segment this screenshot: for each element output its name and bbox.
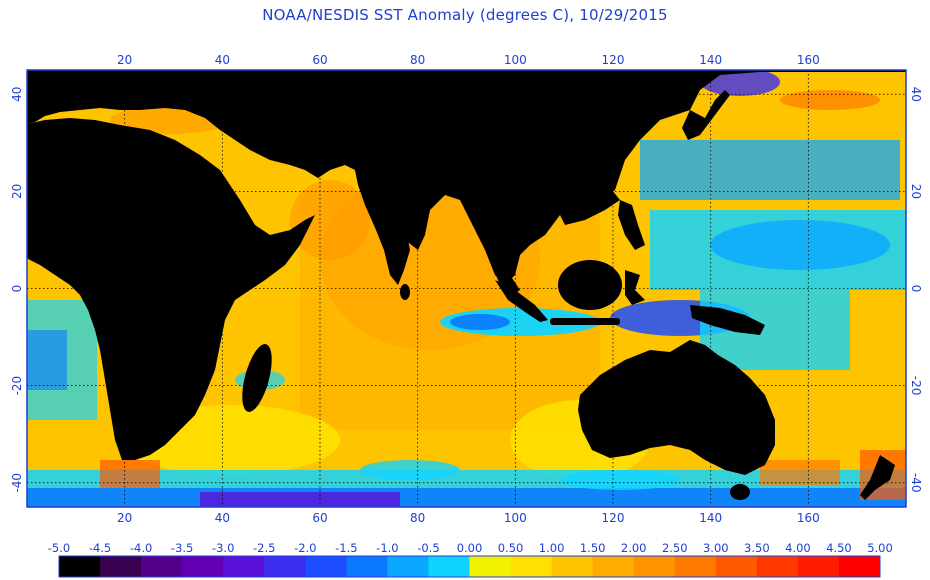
colorbar-label: -3.5: [171, 541, 193, 555]
lon-tick-label-bottom: 20: [117, 511, 132, 525]
colorbar-label: 0.00: [457, 541, 483, 555]
australia-land: [578, 340, 775, 475]
lon-tick-label-bottom: 120: [602, 511, 625, 525]
colorbar-swatch: [223, 556, 265, 577]
colorbar-label: 5.00: [867, 541, 893, 555]
india-land: [355, 170, 410, 285]
lon-tick-label-bottom: 60: [312, 511, 327, 525]
colorbar-swatch: [674, 556, 717, 577]
colorbar-frame: [58, 555, 881, 578]
indochina-land: [460, 195, 520, 295]
colorbar-label: 2.50: [662, 541, 688, 555]
colorbar-swatch: [756, 556, 799, 577]
madagascar-land: [242, 344, 272, 412]
colorbar-labels: -5.0 -4.5 -4.0 -3.5 -3.0 -2.5 -2.0 -1.5 -1.0 -0.5…: [48, 541, 893, 555]
lat-tick-label-left: 0: [10, 285, 24, 293]
colorbar-label: -5.0: [48, 541, 70, 555]
colorbar-label: 3.00: [703, 541, 729, 555]
lon-tick-label-top: 140: [699, 53, 722, 67]
colorbar: [58, 555, 881, 578]
colorbar-swatch: [182, 556, 224, 577]
lat-tick-label-right: -20: [909, 376, 923, 396]
lon-tick-label-top: 40: [215, 53, 230, 67]
lat-tick-label-right: 20: [909, 184, 923, 199]
sumatra-land: [495, 280, 548, 322]
lon-tick-label-top: 80: [410, 53, 425, 67]
colorbar-label: -1.5: [335, 541, 357, 555]
colorbar-swatch: [838, 556, 881, 577]
colorbar-swatch: [387, 556, 429, 577]
colorbar-label: 4.50: [826, 541, 852, 555]
lon-tick-label-top: 120: [602, 53, 625, 67]
colorbar-swatch: [633, 556, 676, 577]
colorbar-swatch: [100, 556, 142, 577]
philippines-land: [618, 200, 645, 250]
lon-tick-label-bottom: 40: [215, 511, 230, 525]
lon-tick-label-top: 20: [117, 53, 132, 67]
colorbar-swatch: [428, 556, 470, 577]
colorbar-label: -0.5: [417, 541, 439, 555]
colorbar-label: -2.0: [294, 541, 316, 555]
sri-lanka-land: [400, 284, 410, 300]
sulawesi-land: [625, 270, 645, 305]
colorbar-swatch: [59, 556, 101, 577]
japan-land: [682, 90, 730, 140]
colorbar-label: -2.5: [253, 541, 275, 555]
new-guinea-land: [690, 305, 765, 335]
colorbar-label: 1.00: [539, 541, 565, 555]
map-title: NOAA/NESDIS SST Anomaly (degrees C), 10/…: [262, 6, 668, 24]
lat-tick-label-right: -40: [909, 473, 923, 493]
latitude-labels-right: 40 20 0 -20 -40: [909, 87, 923, 493]
lat-tick-label-right: 40: [909, 87, 923, 102]
africa-land: [27, 118, 315, 460]
colorbar-label: -3.0: [212, 541, 234, 555]
lon-tick-label-bottom: 160: [797, 511, 820, 525]
colorbar-label: 1.50: [580, 541, 606, 555]
borneo-land: [558, 260, 622, 310]
colorbar-swatch: [469, 556, 512, 577]
colorbar-label: -4.0: [130, 541, 152, 555]
africa-eurasia-land: [27, 70, 906, 285]
lon-tick-label-top: 160: [797, 53, 820, 67]
colorbar-label: -1.0: [376, 541, 398, 555]
colorbar-swatch: [305, 556, 347, 577]
colorbar-label: -4.5: [89, 541, 111, 555]
colorbar-swatch: [510, 556, 553, 577]
lon-tick-label-bottom: 100: [504, 511, 527, 525]
colorbar-label: 3.50: [744, 541, 770, 555]
java-land: [550, 318, 620, 325]
lat-tick-label-left: -20: [10, 376, 24, 396]
lon-tick-label-bottom: 80: [410, 511, 425, 525]
map-frame: [26, 69, 907, 508]
tasmania-land: [730, 484, 750, 500]
colorbar-swatch: [797, 556, 840, 577]
lat-tick-label-left: -40: [10, 473, 24, 493]
graticule-grid: [27, 70, 906, 507]
colorbar-label: 0.50: [498, 541, 524, 555]
longitude-labels-bottom: 20 40 60 80 100 120 140 160: [117, 511, 820, 525]
colorbar-swatch: [715, 556, 758, 577]
colorbar-label: 4.00: [785, 541, 811, 555]
land-masses: [27, 70, 906, 500]
lat-tick-label-left: 40: [10, 87, 24, 102]
colorbar-swatch: [551, 556, 594, 577]
lat-tick-label-left: 20: [10, 184, 24, 199]
lon-tick-label-top: 60: [312, 53, 327, 67]
new-zealand-land: [860, 455, 895, 500]
colorbar-swatch: [346, 556, 388, 577]
colorbar-swatch: [592, 556, 635, 577]
china-coast-land: [560, 190, 620, 225]
longitude-labels-top: 20 40 60 80 100 120 140 160: [117, 53, 820, 67]
lat-tick-label-right: 0: [909, 285, 923, 293]
colorbar-swatch: [141, 556, 183, 577]
colorbar-label: 2.00: [621, 541, 647, 555]
latitude-labels-left: 40 20 0 -20 -40: [10, 87, 24, 493]
lon-tick-label-top: 100: [504, 53, 527, 67]
colorbar-swatch: [264, 556, 306, 577]
lon-tick-label-bottom: 140: [699, 511, 722, 525]
